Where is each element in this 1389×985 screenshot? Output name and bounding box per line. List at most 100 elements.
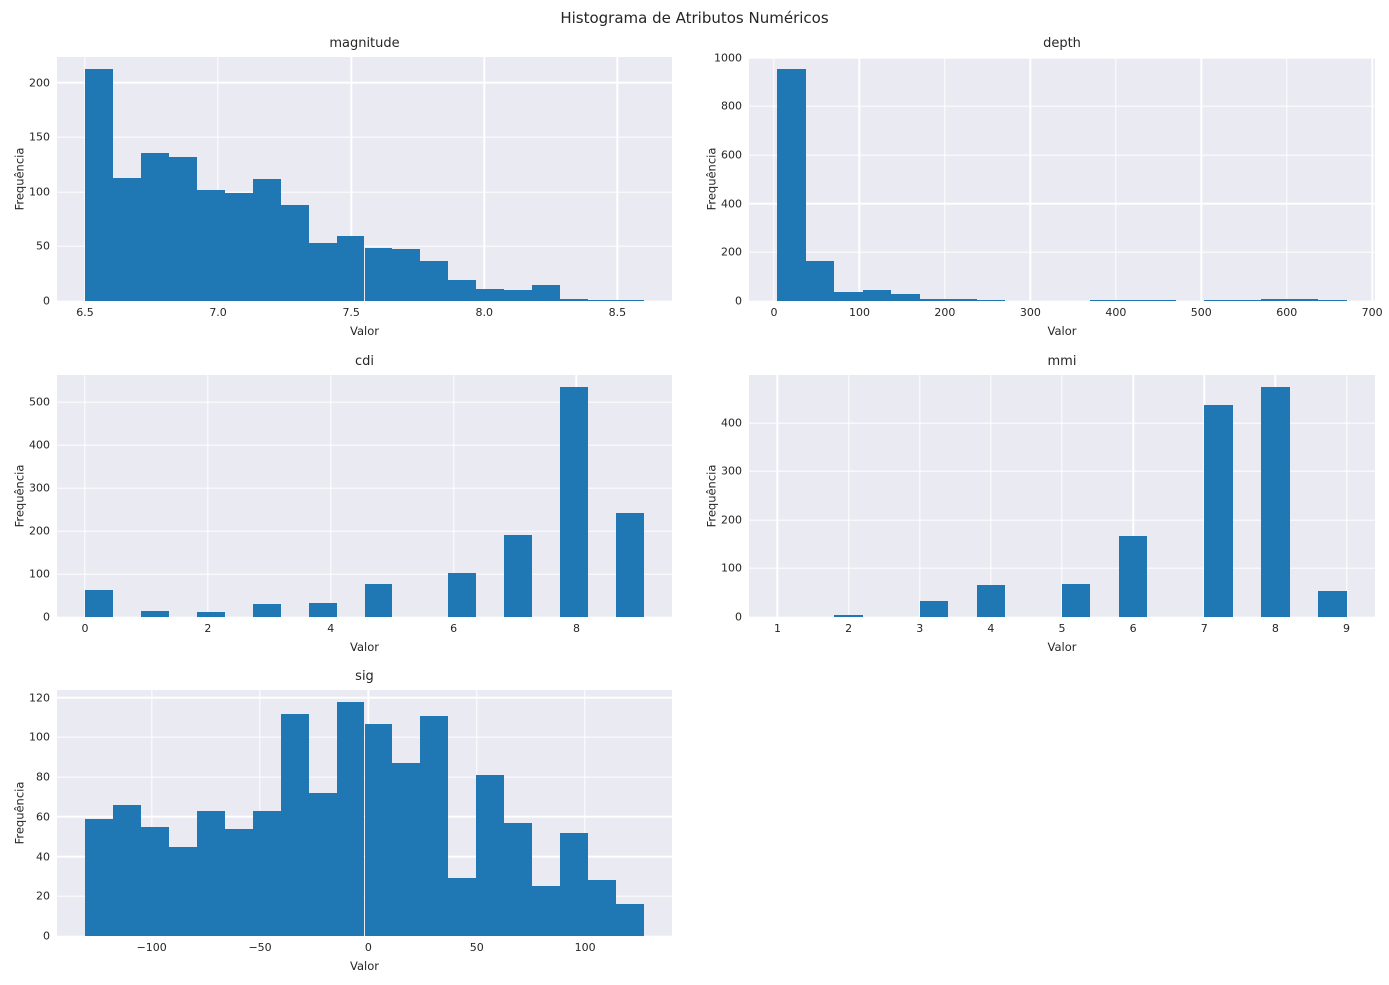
y-tick-label: 20 [36,889,50,903]
histogram-mmi: mmi Valor Frequência 0 100 200 300 400 1 2 3 4 5 6… [704,354,1375,654]
gridline-vertical [773,57,775,301]
histogram-bar [976,584,1006,617]
x-tick-label: 300 [1019,306,1041,319]
histogram-magnitude: magnitude Valor Frequência 0 50 100 150 200 6… [12,36,672,338]
x-tick-label: 4 [987,622,995,635]
gridline-horizontal [57,136,672,139]
gridline-vertical [483,57,485,301]
x-tick-label: 7 [1200,622,1208,635]
gridline-vertical [1132,375,1134,617]
x-tick-label: 0 [364,941,372,954]
histogram-bar [196,810,225,936]
gridline-vertical [330,375,332,617]
x-tick-label: 0 [770,306,778,319]
histogram-bar [1261,386,1290,617]
y-tick-label: 200 [721,513,742,527]
gridline-vertical [1115,57,1117,301]
gridline-horizontal [57,245,672,248]
gridline-horizontal [57,82,672,84]
histogram-bar [805,260,835,301]
y-axis-label: Frequência [12,147,27,211]
histogram-bar [364,247,393,301]
x-tick-label: 100 [848,306,870,319]
gridline-vertical [452,375,455,617]
gridline-vertical [616,57,619,301]
x-axis-label: Valor [1047,640,1077,654]
x-tick-label: 100 [574,941,596,954]
histogram-bar [448,572,477,617]
x-tick-label: 400 [1105,306,1127,319]
x-tick-label: 1 [773,622,781,635]
y-tick-label: 0 [43,294,50,308]
gridline-horizontal [57,444,672,447]
gridline-horizontal [749,300,1375,302]
histogram-bar [140,826,169,936]
subplot-title: sig [355,669,374,684]
gridline-vertical [217,57,219,301]
histogram-bar [336,701,365,936]
x-tick-label: 500 [1190,306,1212,319]
gridline-horizontal [749,202,1375,205]
histogram-bar [420,715,449,936]
y-tick-label: 40 [36,850,50,864]
gridline-horizontal [749,56,1375,59]
histogram-bar [948,299,977,301]
y-tick-label: 500 [29,395,50,409]
y-tick-label: 0 [43,929,50,943]
histogram-bar [168,157,197,301]
x-tick-label: 7.5 [342,306,360,319]
y-tick-label: 600 [721,148,742,162]
y-tick-label: 50 [36,239,50,253]
y-tick-label: 400 [721,197,742,211]
histogram-bar [1261,298,1290,301]
histogram-bar [336,235,365,301]
histogram-bar [976,300,1006,301]
x-tick-label: 9 [1343,622,1351,635]
x-tick-label: 0 [81,622,89,635]
x-tick-label: 3 [916,622,924,635]
y-tick-label: 200 [721,245,742,259]
histogram-bar [504,822,533,936]
x-tick-label: 6 [1129,622,1137,635]
gridline-horizontal [749,105,1375,108]
x-axis-label: Valor [350,959,379,973]
histogram-bar [616,904,645,936]
y-axis-label: Frequência [12,464,27,528]
histogram-bar [1232,300,1262,301]
subplot-title: magnitude [329,36,400,51]
y-tick-label: 200 [29,524,50,538]
gridline-horizontal [749,616,1375,618]
gridline-horizontal [57,300,672,302]
y-tick-label: 120 [29,691,50,705]
x-tick-label: 6.5 [76,306,94,319]
gridline-vertical [1061,375,1063,617]
x-axis-label: Valor [1047,324,1077,338]
histogram-bar [224,193,253,301]
x-tick-label: 8.0 [475,306,494,319]
histogram-bar [84,818,113,936]
y-tick-label: 0 [735,294,742,308]
gridline-vertical [350,57,352,301]
gridline-vertical [776,375,779,617]
histogram-bar [140,152,169,301]
histogram-bar [1090,300,1119,301]
histogram-bar [588,880,617,936]
histogram-bar [252,603,281,617]
histogram-bar [420,260,449,301]
histogram-bar [168,846,197,936]
y-tick-label: 400 [721,416,742,430]
histogram-bar [448,878,477,936]
histogram-bar [1147,300,1176,301]
gridline-vertical [858,57,861,301]
y-axis-label: Frequência [704,464,719,528]
y-tick-label: 100 [29,185,50,199]
y-tick-label: 400 [29,438,50,452]
histogram-bar [862,289,892,301]
histogram-bar [1204,404,1233,617]
y-tick-label: 300 [721,464,742,478]
histogram-bar [84,68,113,301]
figure-title: Histograma de Atributos Numéricos [560,9,829,27]
histogram-bar [560,386,589,617]
histogram-bar [112,804,141,936]
